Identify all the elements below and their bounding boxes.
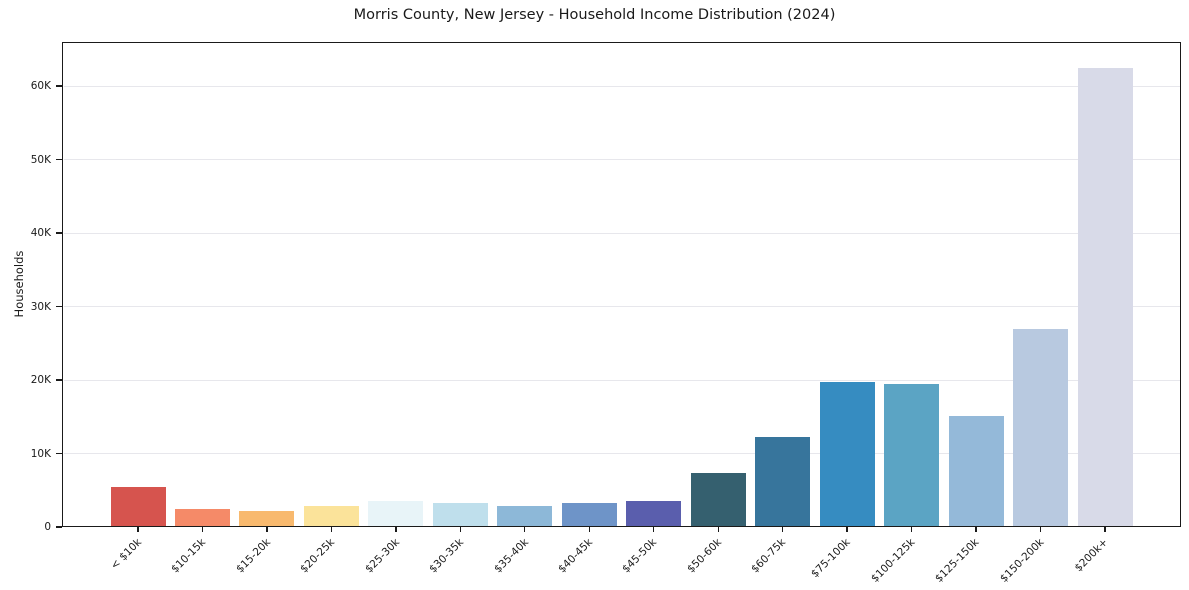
x-tick xyxy=(1104,527,1106,532)
x-tick xyxy=(459,527,462,532)
x-tick-label-text: $50-60k xyxy=(684,536,724,576)
bar xyxy=(755,437,811,527)
gridline xyxy=(63,306,1180,308)
x-tick xyxy=(717,527,719,532)
x-tick-label-text: $30-35k xyxy=(427,536,467,576)
bar xyxy=(432,502,488,527)
x-tick-label-text: < $10k xyxy=(108,536,144,572)
bar xyxy=(1013,328,1069,527)
y-tick-label: 20K xyxy=(30,374,51,387)
x-tick xyxy=(524,527,526,532)
bar xyxy=(626,500,682,527)
x-tick-label-text: $100-125k xyxy=(868,536,918,585)
x-tick xyxy=(137,527,139,532)
bar xyxy=(239,510,295,527)
y-tick-label: 0 xyxy=(44,521,51,533)
bar xyxy=(368,501,424,527)
x-tick-label-text: $60-75k xyxy=(749,536,789,576)
x-tick xyxy=(201,527,204,532)
x-tick xyxy=(588,527,590,532)
bar xyxy=(303,505,359,527)
x-tick xyxy=(395,527,397,532)
x-tick-label-text: $20-25k xyxy=(298,536,338,576)
x-tick-label-text: $35-40k xyxy=(491,536,531,576)
gridline xyxy=(63,453,1180,454)
y-tick-label: 60K xyxy=(30,80,51,93)
x-tick-label-text: $40-45k xyxy=(555,536,596,576)
bar xyxy=(819,382,875,527)
bar xyxy=(561,503,617,527)
bar xyxy=(884,383,940,527)
y-axis-label: Households xyxy=(12,250,26,318)
gridline xyxy=(63,379,1180,381)
y-tick xyxy=(56,305,62,308)
x-tick xyxy=(653,527,655,532)
gridline xyxy=(63,159,1180,161)
x-tick-label-text: $125-150k xyxy=(933,536,982,585)
bar xyxy=(948,416,1004,527)
bar xyxy=(174,509,230,527)
bar xyxy=(1077,68,1133,527)
x-tick xyxy=(1039,527,1042,532)
x-tick-label-text: $45-50k xyxy=(620,536,660,576)
x-tick-label-text: $75-100k xyxy=(809,536,853,581)
bar xyxy=(690,473,746,527)
y-tick xyxy=(56,85,62,87)
bar xyxy=(497,505,553,527)
gridline xyxy=(63,232,1180,234)
y-tick-label: 50K xyxy=(30,153,51,166)
y-tick-label: 30K xyxy=(30,300,51,313)
x-tick xyxy=(781,527,784,532)
x-tick xyxy=(266,527,268,532)
y-tick xyxy=(56,379,62,381)
chart-title: Morris County, New Jersey - Household In… xyxy=(353,7,836,23)
y-tick xyxy=(56,232,62,234)
y-tick xyxy=(56,526,62,528)
x-tick xyxy=(975,527,977,532)
x-tick xyxy=(330,527,333,532)
x-tick-label-text: $150-200k xyxy=(997,536,1047,585)
x-tick-label-text: $15-20k xyxy=(233,536,273,576)
y-tick-label: 10K xyxy=(30,447,51,460)
y-tick xyxy=(56,158,62,161)
x-tick-label-text: $10-15k xyxy=(169,536,209,576)
x-tick-label-text: $25-30k xyxy=(362,536,402,576)
bar xyxy=(110,487,166,527)
y-tick-label: 40K xyxy=(30,227,51,240)
gridline xyxy=(63,85,1180,87)
y-tick xyxy=(56,452,62,455)
x-tick xyxy=(846,527,848,532)
x-tick xyxy=(910,527,913,532)
x-tick-label-text: $200k+ xyxy=(1072,536,1111,575)
